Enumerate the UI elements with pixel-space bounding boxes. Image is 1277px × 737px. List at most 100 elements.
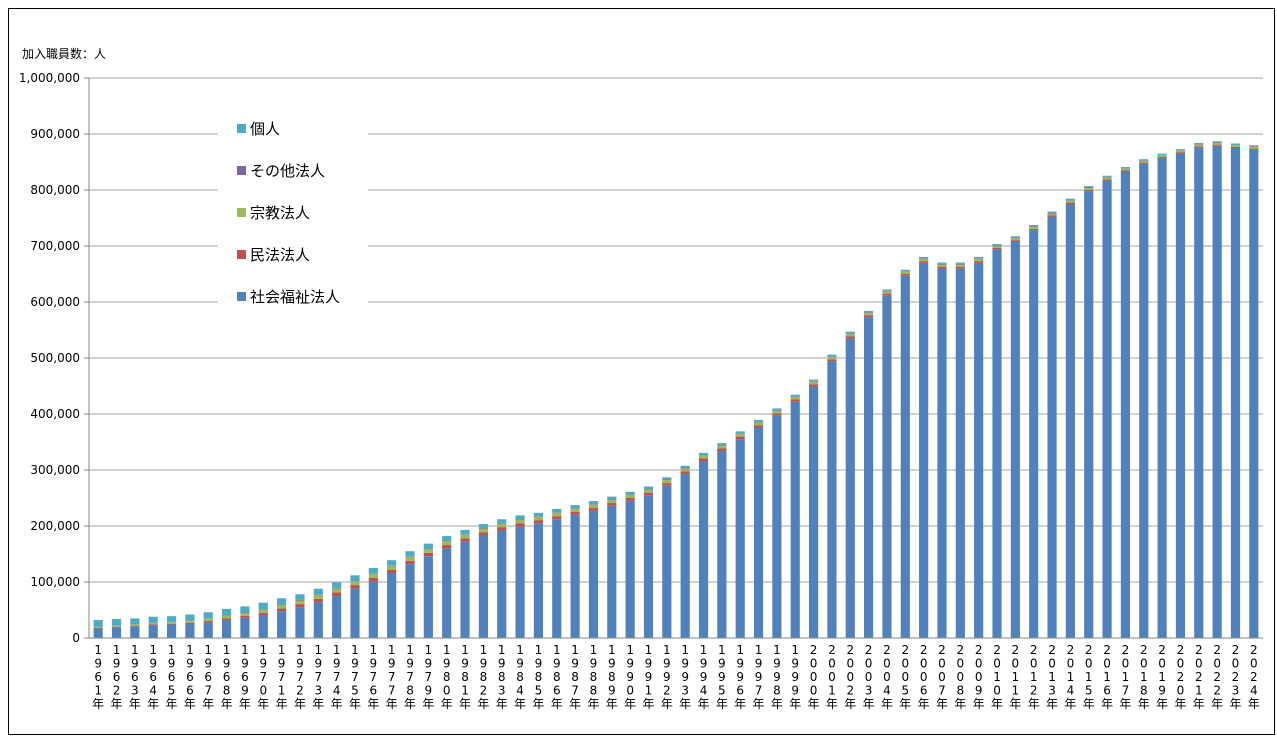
bar-segment (442, 540, 452, 542)
bar-segment (588, 508, 599, 511)
bar-segment (1212, 142, 1222, 143)
bar-segment (185, 620, 195, 623)
bar-segment (1010, 237, 1020, 239)
bar-segment (845, 338, 855, 638)
y-tick-label: 800,000 (30, 183, 80, 197)
y-tick-label: 900,000 (30, 127, 80, 141)
bar-segment (845, 333, 855, 334)
bar-segment (900, 269, 910, 272)
bar-segment (845, 336, 855, 339)
bar-segment (350, 585, 360, 589)
bar-segment (148, 616, 158, 623)
bar-segment (111, 626, 122, 628)
bar-segment (1194, 144, 1204, 145)
bar-segment (974, 256, 984, 259)
bar-segment (405, 551, 415, 557)
bar-segment (588, 504, 599, 509)
bar-segment (313, 602, 323, 638)
bar-segment (827, 354, 837, 357)
bar-segment (533, 520, 544, 524)
bar-segment (515, 515, 525, 519)
bar-segment (185, 624, 195, 638)
bar-segment (808, 386, 819, 638)
bar-segment (1230, 145, 1241, 147)
bar-segment (1084, 187, 1094, 189)
bar-segment (368, 573, 378, 574)
bar-segment (533, 516, 544, 521)
bar-segment (1157, 158, 1167, 638)
bar-segment (919, 256, 929, 259)
bar-segment (93, 626, 103, 628)
bar-segment (423, 548, 433, 553)
bar-segment (313, 598, 323, 603)
bar-segment (460, 541, 470, 638)
bar-segment (552, 508, 562, 513)
bar-segment (111, 627, 122, 638)
bar-segment (1249, 145, 1259, 147)
bar-segment (478, 535, 488, 638)
bar-segment (919, 261, 929, 263)
bar-segment (698, 458, 709, 462)
bar-segment (350, 580, 360, 582)
bar-segment (277, 604, 287, 605)
bar-segment (332, 588, 342, 593)
bar-segment (552, 519, 562, 638)
bar-segment (130, 625, 140, 627)
bar-segment (1249, 146, 1259, 147)
bar-segment (827, 361, 837, 638)
bar-segment (368, 568, 378, 574)
bar-segment (753, 421, 764, 423)
bar-segment (1175, 150, 1186, 153)
bar-segment (1212, 142, 1222, 145)
bar-segment (1029, 228, 1039, 231)
bar-segment (203, 620, 213, 623)
legend-label: 社会福祉法人 (250, 288, 340, 306)
bar-segment (680, 468, 690, 469)
bar-segment (845, 331, 855, 334)
bar-segment (662, 477, 672, 480)
bar-segment (405, 560, 415, 565)
bar-segment (570, 505, 580, 509)
bar-segment (1065, 204, 1075, 638)
bar-segment (753, 427, 764, 638)
bar-segment (919, 258, 929, 259)
bar-segment (515, 523, 525, 527)
bar-segment (515, 519, 525, 524)
bar-segment (662, 480, 672, 484)
bar-segment (166, 622, 177, 624)
bar-segment (350, 588, 360, 638)
bar-segment (221, 615, 232, 619)
bar-segment (295, 604, 305, 608)
bar-segment (1157, 155, 1167, 157)
bar-segment (1120, 167, 1131, 169)
bar-segment (1029, 226, 1039, 227)
legend-label: 宗教法人 (250, 204, 310, 222)
legend-swatch (237, 250, 246, 259)
bar-segment (460, 534, 470, 539)
y-tick-label: 300,000 (30, 463, 80, 477)
bar-segment (203, 618, 213, 621)
bar-segment (478, 524, 488, 528)
bar-segment (497, 530, 507, 638)
bar-segment (790, 399, 800, 402)
bar-segment (698, 452, 709, 456)
bar-segment (1102, 180, 1112, 639)
